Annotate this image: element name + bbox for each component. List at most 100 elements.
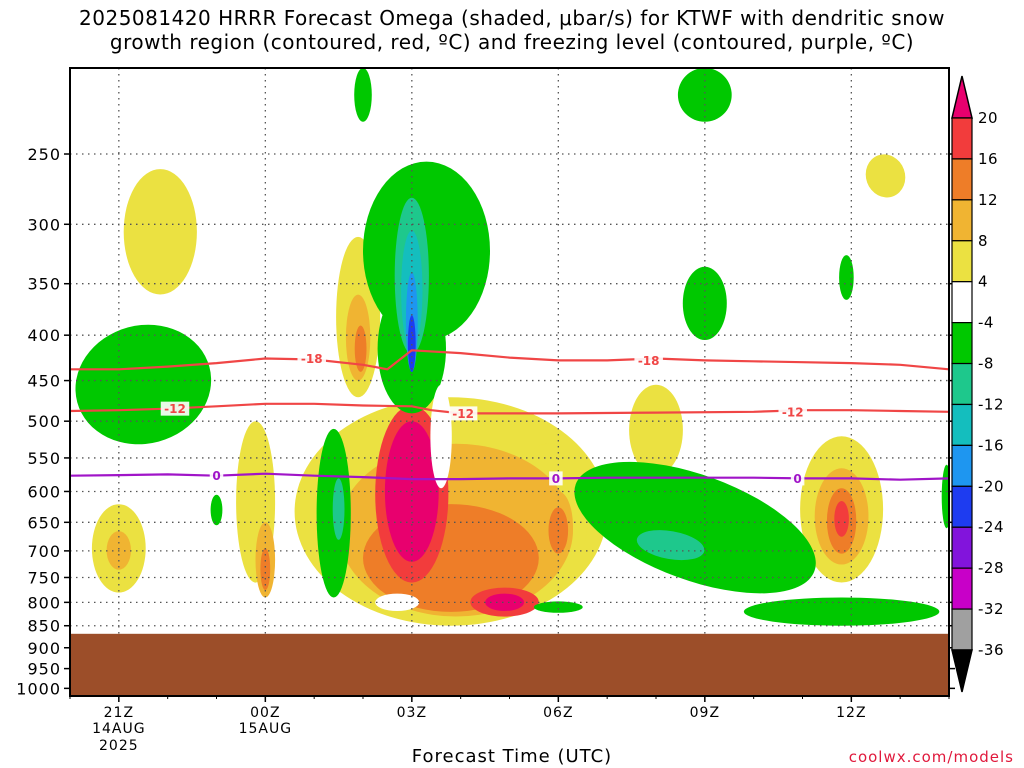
- x-tick-label: 09Z: [690, 705, 720, 721]
- colorbar-label: -12: [978, 395, 1004, 413]
- omega-region: [210, 494, 223, 526]
- isotherm-label-bg: [778, 404, 807, 419]
- y-tick-label: 900: [27, 639, 61, 658]
- colorbar-box: [951, 199, 973, 242]
- y-tick-label: 700: [27, 542, 61, 561]
- omega-neutral-region: [430, 384, 452, 489]
- omega-region: [834, 501, 849, 537]
- colorbar-box: [951, 117, 973, 160]
- colorbar: 20 16 12 8 4 -4 -8 -12 -16 -20 -24 -28 -32 -36: [951, 75, 1004, 693]
- chart-title: 2025081420 HRRR Forecast Omega (shaded, …: [0, 6, 1024, 54]
- y-tick-label: 400: [27, 326, 61, 345]
- y-tick-label: 300: [27, 215, 61, 234]
- isotherm-label: -18: [638, 354, 660, 368]
- colorbar-box: [951, 567, 973, 610]
- colorbar-box: [951, 526, 973, 569]
- isotherm-label-bg: [297, 351, 326, 366]
- colorbar-label: -36: [978, 641, 1004, 659]
- isotherm-label: -18: [301, 352, 323, 366]
- credit-link[interactable]: coolwx.com/models: [848, 748, 1014, 766]
- isotherm-label-bg: [790, 471, 805, 486]
- isotherm-label: 0: [212, 469, 220, 483]
- title-line-1: 2025081420 HRRR Forecast Omega (shaded, …: [79, 6, 945, 30]
- y-tick-label: 800: [27, 593, 61, 612]
- omega-region: [533, 601, 583, 613]
- omega-region: [629, 384, 683, 475]
- y-tick-label: 250: [27, 145, 61, 164]
- isotherm-label: -12: [782, 405, 804, 419]
- colorbar-label: -8: [978, 355, 994, 373]
- colorbar-label: -20: [978, 477, 1004, 495]
- y-tick-label: 650: [27, 513, 61, 532]
- isotherm-label-bg: [634, 353, 663, 368]
- isotherm-label-bg: [160, 401, 190, 416]
- x-tick-label: 03Z: [397, 705, 427, 721]
- omega-region: [941, 464, 949, 529]
- colorbar-box: [951, 362, 973, 406]
- isotherm-label-bg: [448, 406, 478, 421]
- omega-region: [636, 530, 705, 561]
- x-tick-date: 15AUG: [239, 721, 293, 737]
- omega-region: [787, 604, 886, 619]
- omega-region: [332, 478, 345, 540]
- dendritic-isotherm-line: [70, 349, 949, 371]
- isotherm-label: -12: [164, 402, 186, 416]
- omega-region: [354, 68, 372, 122]
- y-tick-label: 850: [27, 617, 61, 636]
- colorbar-top-arrow: [951, 75, 973, 119]
- colorbar-box: [951, 322, 973, 365]
- omega-region: [104, 376, 163, 425]
- omega-region: [839, 255, 854, 300]
- y-tick-label: 500: [27, 412, 61, 431]
- omega-region: [677, 68, 732, 122]
- colorbar-label: 8: [978, 232, 988, 250]
- isotherm-label: 0: [552, 472, 560, 486]
- title-line-2: growth region (contoured, red, ºC) and f…: [109, 30, 915, 54]
- y-tick-label: 450: [27, 372, 61, 391]
- x-tick-year: 2025: [99, 738, 139, 754]
- x-tick-label: 21Z: [104, 705, 134, 721]
- isotherm-label: -12: [452, 407, 474, 421]
- colorbar-bottom-arrow: [951, 649, 973, 693]
- colorbar-label: 4: [978, 273, 988, 291]
- isotherm-label: 0: [793, 472, 801, 486]
- omega-region: [865, 154, 906, 198]
- x-axis-title: Forecast Time (UTC): [411, 746, 613, 767]
- colorbar-label: 20: [978, 109, 998, 127]
- colorbar-label: -28: [978, 559, 1004, 577]
- colorbar-box: [951, 608, 973, 651]
- colorbar-label: 16: [978, 150, 998, 168]
- isotherm-label-bg: [549, 471, 563, 486]
- colorbar-label: -4: [978, 314, 994, 332]
- omega-region: [384, 421, 439, 562]
- colorbar-box: [951, 240, 973, 283]
- colorbar-label: -24: [978, 518, 1004, 536]
- x-tick-label: 06Z: [543, 705, 573, 721]
- colorbar-box: [951, 485, 973, 528]
- omega-region: [407, 315, 416, 373]
- terrain-below-surface: [70, 633, 949, 696]
- y-tick-label: 350: [27, 275, 61, 294]
- omega-region: [123, 169, 197, 295]
- omega-region: [354, 325, 367, 372]
- x-tick-label: 12Z: [836, 705, 866, 721]
- colorbar-box: [951, 281, 973, 324]
- colorbar-box: [951, 444, 973, 487]
- omega-neutral-region: [375, 593, 420, 611]
- x-tick-label: 00Z: [250, 705, 280, 721]
- omega-region: [485, 593, 525, 611]
- isotherm-label-bg: [209, 468, 224, 483]
- y-tick-label: 1000: [16, 679, 61, 698]
- y-tick-label: 600: [27, 482, 61, 501]
- colorbar-label: -32: [978, 600, 1004, 618]
- dendritic-isotherm-line: [70, 402, 949, 415]
- colorbar-box: [951, 403, 973, 446]
- colorbar-box: [951, 158, 973, 201]
- plot-area: -18 -18 -12 -12 -12 0 0 0: [70, 68, 949, 696]
- omega-region: [260, 548, 271, 591]
- y-tick-label: 750: [27, 568, 61, 587]
- y-tick-label: 950: [27, 660, 61, 679]
- colorbar-label: -16: [978, 436, 1004, 454]
- x-tick-date: 14AUG: [92, 721, 146, 737]
